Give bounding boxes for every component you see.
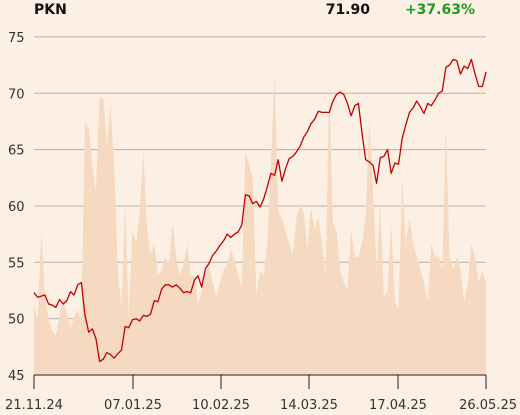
x-tick-label: 26.05.25: [459, 398, 517, 413]
y-tick-label: 75: [8, 31, 25, 46]
volume-area: [34, 73, 486, 375]
x-tick-label: 17.04.25: [369, 398, 427, 413]
x-tick-label: 07.01.25: [104, 398, 162, 413]
y-tick-label: 45: [8, 369, 25, 384]
price-line: [33, 58, 487, 363]
volume-area-fill: [34, 73, 486, 375]
x-tick-label: 10.02.25: [192, 398, 250, 413]
quote-header: PKN 71.90 +37.63%: [0, 2, 520, 20]
y-tick-label: 60: [8, 200, 25, 215]
x-tick-label: 14.03.25: [280, 398, 338, 413]
price-series-line: [33, 58, 487, 363]
ticker-symbol: PKN: [34, 2, 67, 18]
last-price: 71.90: [325, 2, 370, 18]
y-tick-label: 70: [8, 87, 25, 102]
axes: [33, 374, 487, 389]
percent-change: +37.63%: [404, 2, 475, 18]
x-axis-labels: 21.11.24 07.01.25 10.02.25 14.03.25 17.04.25…: [5, 398, 517, 413]
y-tick-label: 65: [8, 144, 25, 159]
y-tick-label: 55: [8, 256, 25, 271]
y-tick-label: 50: [8, 313, 25, 328]
x-tick-label: 21.11.24: [5, 398, 63, 413]
y-axis-labels: 75 70 65 60 55 50 45: [8, 31, 25, 384]
